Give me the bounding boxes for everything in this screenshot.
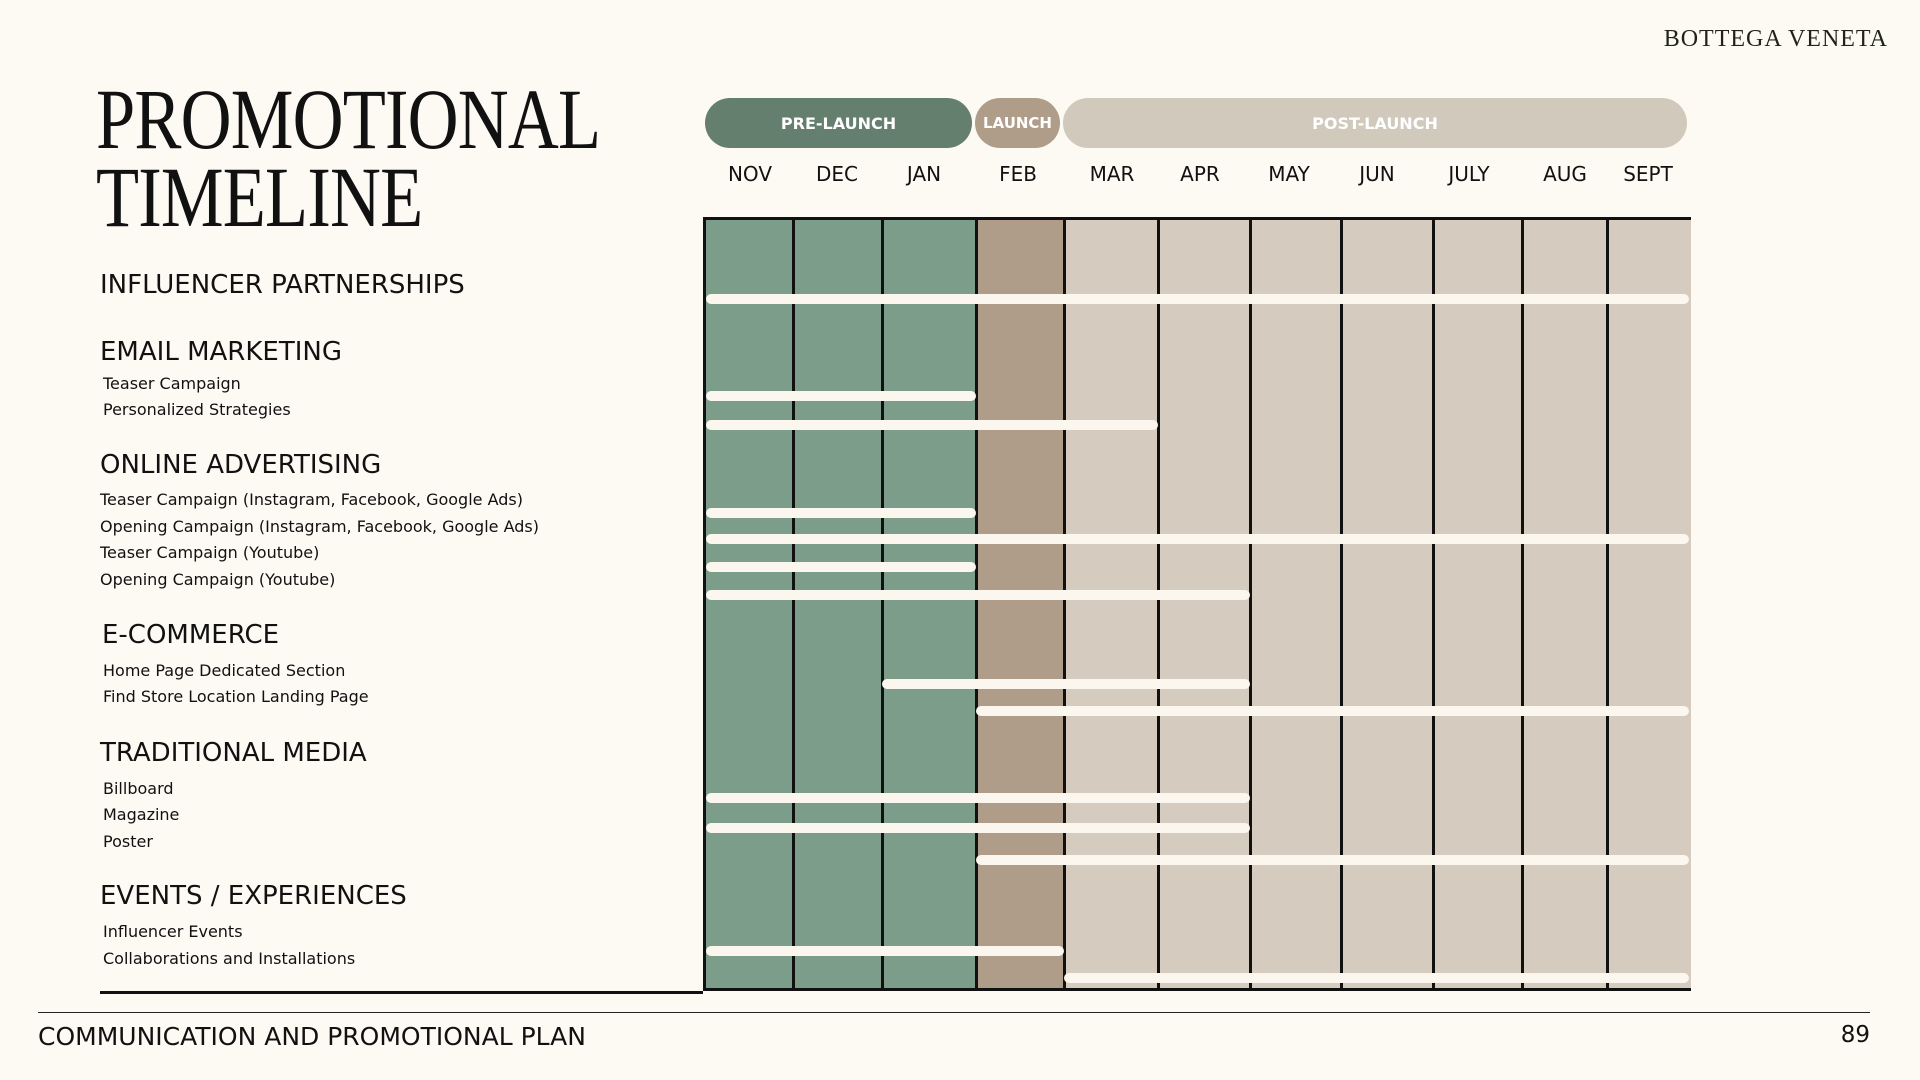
month-column-may xyxy=(1250,220,1341,988)
grid-divider xyxy=(881,220,884,988)
month-label-feb: FEB xyxy=(999,162,1037,186)
activity-item: Teaser Campaign (Youtube) xyxy=(100,543,320,562)
phase-pill-post-launch: POST-LAUNCH xyxy=(1063,98,1687,148)
baseline-divider xyxy=(100,991,703,994)
phase-pill-launch: LAUNCH xyxy=(975,98,1060,148)
grid-divider xyxy=(1249,220,1252,988)
timeline-bar xyxy=(706,562,976,572)
grid-divider xyxy=(1432,220,1435,988)
activity-item: Personalized Strategies xyxy=(103,400,291,419)
month-column-sept xyxy=(1607,220,1691,988)
month-label-may: MAY xyxy=(1268,162,1310,186)
section-heading: E-COMMERCE xyxy=(102,620,280,650)
month-column-apr xyxy=(1158,220,1250,988)
month-label-apr: APR xyxy=(1180,162,1220,186)
grid-divider xyxy=(1606,220,1609,988)
timeline-bar xyxy=(706,294,1689,304)
timeline-bar xyxy=(706,508,976,518)
month-label-aug: AUG xyxy=(1543,162,1587,186)
page-number: 89 xyxy=(1840,1022,1870,1048)
activity-item: Teaser Campaign xyxy=(103,374,241,393)
month-column-dec xyxy=(793,220,882,988)
section-heading: INFLUENCER PARTNERSHIPS xyxy=(100,270,465,300)
grid-divider xyxy=(975,220,978,988)
section-heading: EVENTS / EXPERIENCES xyxy=(100,881,407,911)
activity-item: Influencer Events xyxy=(103,922,243,941)
grid-divider xyxy=(1157,220,1160,988)
timeline-bar xyxy=(706,420,1158,430)
month-column-jan xyxy=(882,220,976,988)
footer-title: COMMUNICATION AND PROMOTIONAL PLAN xyxy=(38,1022,586,1051)
month-label-nov: NOV xyxy=(727,162,773,186)
month-label-mar: MAR xyxy=(1089,162,1135,186)
grid-divider xyxy=(1521,220,1524,988)
activity-item: Poster xyxy=(103,832,153,851)
month-column-feb xyxy=(976,220,1064,988)
timeline-bar xyxy=(706,391,976,401)
month-label-dec: DEC xyxy=(815,162,858,186)
phase-pill-pre-launch: PRE-LAUNCH xyxy=(705,98,972,148)
activity-item: Magazine xyxy=(103,805,180,824)
grid-divider xyxy=(792,220,795,988)
timeline-bar xyxy=(882,679,1250,689)
title-line-2: TIMELINE xyxy=(96,149,423,245)
activity-item: Teaser Campaign (Instagram, Facebook, Go… xyxy=(100,490,523,509)
activity-item: Collaborations and Installations xyxy=(103,949,356,968)
brand-logo: BOTTEGA VENETA xyxy=(1663,26,1888,52)
activity-item: Opening Campaign (Youtube) xyxy=(100,570,336,589)
month-column-jun xyxy=(1341,220,1433,988)
section-heading: ONLINE ADVERTISING xyxy=(100,450,382,480)
timeline-bar xyxy=(706,590,1250,600)
activity-item: Opening Campaign (Instagram, Facebook, G… xyxy=(100,517,539,536)
activity-item: Billboard xyxy=(103,779,174,798)
month-column-july xyxy=(1433,220,1522,988)
month-label-sept: SEPT xyxy=(1623,162,1673,186)
grid-divider xyxy=(1340,220,1343,988)
timeline-bar xyxy=(976,706,1689,716)
title-line-1: PROMOTIONAL xyxy=(96,71,601,167)
timeline-bar xyxy=(706,793,1250,803)
timeline-bar xyxy=(706,823,1250,833)
month-column-aug xyxy=(1522,220,1607,988)
timeline-bar xyxy=(976,855,1689,865)
month-label-jan: JAN xyxy=(906,162,942,186)
activity-item: Home Page Dedicated Section xyxy=(103,661,346,680)
timeline-bar xyxy=(706,946,1064,956)
month-label-july: JULY xyxy=(1448,162,1490,186)
page-title: PROMOTIONAL TIMELINE xyxy=(96,71,601,245)
month-column-mar xyxy=(1064,220,1158,988)
section-heading: EMAIL MARKETING xyxy=(100,337,342,367)
timeline-bar xyxy=(1064,973,1689,983)
timeline-bar xyxy=(706,534,1689,544)
grid-divider xyxy=(1063,220,1066,988)
activity-item: Find Store Location Landing Page xyxy=(103,687,369,706)
timeline-grid xyxy=(703,217,1691,991)
section-heading: TRADITIONAL MEDIA xyxy=(100,738,367,768)
month-column-nov xyxy=(706,220,793,988)
footer-divider xyxy=(38,1012,1870,1013)
month-label-jun: JUN xyxy=(1359,162,1395,186)
